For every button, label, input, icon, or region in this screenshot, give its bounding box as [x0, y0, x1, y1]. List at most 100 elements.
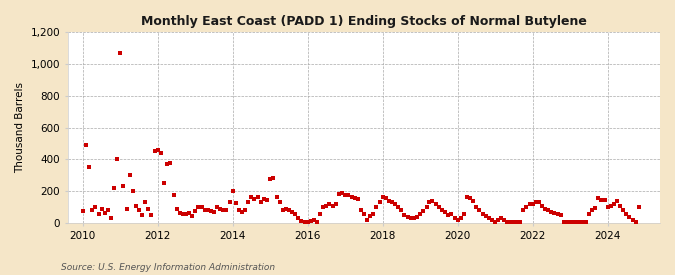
Point — [115, 50, 126, 55]
Point — [327, 204, 338, 208]
Point — [524, 202, 535, 206]
Point — [558, 219, 569, 224]
Point — [287, 210, 298, 214]
Point — [215, 207, 225, 211]
Point — [380, 196, 391, 200]
Point — [211, 205, 222, 209]
Point — [240, 208, 250, 213]
Point — [502, 219, 513, 224]
Point — [243, 200, 254, 205]
Point — [93, 211, 104, 216]
Point — [128, 189, 138, 193]
Point — [199, 208, 210, 213]
Point — [424, 200, 435, 205]
Point — [431, 202, 441, 206]
Point — [452, 218, 463, 222]
Point — [134, 208, 144, 213]
Point — [281, 207, 292, 211]
Point — [412, 214, 423, 219]
Point — [458, 212, 469, 216]
Point — [227, 189, 238, 193]
Point — [546, 210, 557, 214]
Point — [346, 195, 357, 199]
Point — [155, 151, 166, 155]
Text: Source: U.S. Energy Information Administration: Source: U.S. Energy Information Administ… — [61, 263, 275, 272]
Point — [493, 218, 504, 222]
Point — [556, 213, 566, 217]
Point — [262, 198, 273, 202]
Point — [496, 216, 507, 221]
Point — [602, 205, 613, 209]
Point — [624, 214, 634, 219]
Point — [427, 199, 438, 203]
Point — [268, 175, 279, 180]
Point — [421, 205, 432, 209]
Point — [299, 219, 310, 224]
Point — [599, 198, 610, 202]
Point — [489, 219, 500, 224]
Point — [368, 211, 379, 216]
Point — [249, 197, 260, 201]
Point — [305, 219, 316, 223]
Point — [530, 200, 541, 205]
Point — [633, 205, 644, 209]
Point — [630, 219, 641, 224]
Point — [87, 208, 98, 213]
Point — [393, 205, 404, 209]
Point — [293, 216, 304, 221]
Point — [318, 205, 329, 209]
Point — [449, 216, 460, 221]
Point — [118, 184, 129, 189]
Point — [78, 209, 88, 213]
Point — [312, 220, 323, 224]
Point — [389, 202, 400, 206]
Point — [80, 143, 91, 147]
Point — [443, 213, 454, 217]
Point — [237, 210, 248, 214]
Point — [552, 211, 563, 216]
Point — [162, 162, 173, 166]
Point — [618, 208, 628, 213]
Point — [146, 213, 157, 217]
Point — [487, 218, 497, 222]
Point — [140, 200, 151, 205]
Point — [365, 214, 376, 218]
Point — [196, 205, 207, 209]
Point — [446, 211, 457, 216]
Point — [356, 208, 367, 213]
Point — [277, 208, 288, 213]
Point — [621, 211, 632, 216]
Point — [377, 195, 388, 199]
Point — [543, 208, 554, 213]
Point — [418, 209, 429, 213]
Point — [462, 195, 472, 199]
Point — [483, 215, 494, 220]
Point — [96, 207, 107, 211]
Point — [593, 196, 603, 201]
Point — [539, 207, 550, 211]
Point — [437, 208, 448, 213]
Point — [568, 219, 578, 224]
Point — [90, 205, 101, 209]
Point — [477, 211, 488, 216]
Point — [174, 211, 185, 215]
Point — [396, 208, 407, 213]
Point — [234, 207, 244, 212]
Point — [296, 219, 306, 223]
Point — [627, 218, 638, 222]
Title: Monthly East Coast (PADD 1) Ending Stocks of Normal Butylene: Monthly East Coast (PADD 1) Ending Stock… — [141, 15, 587, 28]
Point — [193, 205, 204, 209]
Point — [583, 211, 594, 216]
Point — [471, 205, 482, 209]
Point — [481, 214, 491, 218]
Point — [184, 211, 194, 215]
Point — [508, 220, 519, 224]
Point — [587, 208, 597, 213]
Point — [352, 197, 363, 201]
Point — [180, 212, 191, 216]
Point — [596, 198, 607, 202]
Point — [153, 148, 163, 152]
Point — [374, 200, 385, 205]
Point — [358, 212, 369, 216]
Point — [577, 219, 588, 224]
